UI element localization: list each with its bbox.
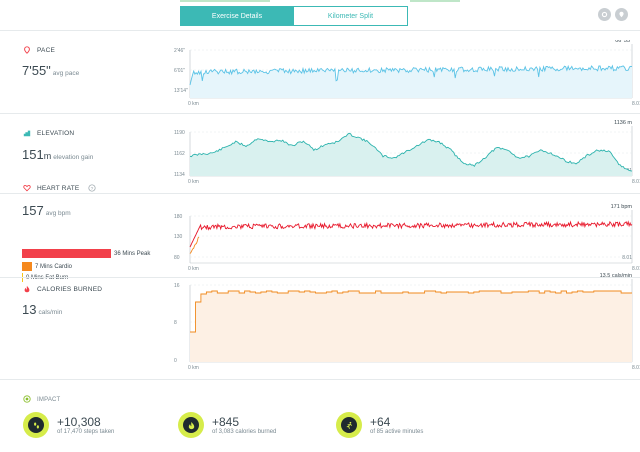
impact-steps-value: +10,308: [57, 415, 101, 429]
elevation-icon: [23, 130, 31, 137]
pace-area: [190, 65, 632, 98]
svg-text:?: ?: [91, 186, 94, 192]
x-tick-start: 0 km: [188, 179, 199, 185]
top-accent-line: [410, 0, 460, 2]
impact-active-desc: of 85 active minutes: [370, 429, 424, 435]
pace-sub: avg pace: [52, 70, 80, 77]
runner-icon: [336, 412, 362, 438]
x-tick-end: 8.01 km: [632, 266, 640, 272]
x-tick-end: 8.01 km: [632, 179, 640, 185]
view-tabs: Exercise Details Kilometer Split: [180, 6, 408, 26]
peak-label: 171 bpm: [611, 204, 633, 210]
pace-title: PACE: [37, 47, 56, 54]
tab-kilometer-split[interactable]: Kilometer Split: [294, 6, 408, 26]
x-tick-end-top: 8.01: [622, 255, 632, 261]
y-tick-label: 0: [174, 358, 177, 364]
calories-sub: cals/min: [38, 309, 63, 316]
zone-cardio-label: 7 Mins Cardio: [35, 263, 73, 270]
pace-number: 7'55": [22, 63, 51, 78]
calories-area: [190, 291, 632, 362]
y-tick-label: 16: [174, 283, 180, 289]
flame-icon: [178, 412, 204, 438]
x-tick-end: 8.01 km: [632, 101, 640, 107]
heart-icon: [23, 184, 31, 192]
impact-steps-desc: of 17,470 steps taken: [57, 429, 115, 435]
location-pin-icon: [619, 11, 624, 18]
settings-button[interactable]: [598, 8, 611, 21]
impact-active-minutes: +64 of 85 active minutes: [336, 412, 423, 438]
elevation-line: [189, 132, 633, 172]
impact-calories-desc: of 3,083 calories burned: [212, 429, 277, 435]
info-icon[interactable]: ?: [88, 184, 96, 192]
calories-value: 13 cals/min: [22, 302, 62, 317]
zone-peak-bar: [22, 249, 111, 258]
elevation-title: ELEVATION: [37, 130, 75, 137]
impact-icon: [23, 395, 31, 403]
flame-icon: [24, 285, 30, 293]
pace-value: 7'55" avg pace: [22, 63, 79, 78]
heart-rate-title: HEART RATE: [37, 185, 80, 192]
zone-cardio-bar: [22, 262, 32, 271]
impact-title: IMPACT: [37, 397, 61, 403]
elevation-unit: m: [43, 151, 52, 161]
divider: [0, 30, 640, 31]
elevation-area: [190, 133, 632, 176]
x-tick-start: 0 km: [188, 365, 199, 371]
impact-calories-value: +845: [212, 415, 240, 429]
elevation-number: 151: [22, 147, 44, 162]
pace-chart: 2'46"6'01"13'14"0 km8.018.01 km06' 55": [160, 40, 640, 112]
y-tick-label: 180: [174, 214, 183, 220]
map-button[interactable]: [615, 8, 628, 21]
zone-peak: 36 Mins Peak: [22, 249, 150, 258]
y-tick-label: 13'14": [174, 88, 188, 94]
elevation-value: 151m elevation gain: [22, 147, 93, 162]
peak-label: 13.5 cals/min: [600, 273, 632, 279]
divider: [0, 113, 640, 114]
pace-section: PACE 7'55" avg pace: [0, 30, 640, 112]
calories-title: CALORIES BURNED: [37, 286, 103, 293]
y-tick-label: 8: [174, 320, 177, 326]
x-tick-start: 0 km: [188, 266, 199, 272]
location-pin-icon: [24, 46, 30, 54]
x-tick-end: 8.01 km: [632, 365, 640, 371]
y-tick-label: 1134: [174, 172, 185, 178]
divider: [0, 193, 640, 194]
impact-calories: +845 of 3,083 calories burned: [178, 412, 276, 438]
zone-cardio: 7 Mins Cardio: [22, 262, 72, 271]
heart-rate-chart: 180 130 80 0 km 8.018.01 km 171 bpm: [160, 203, 640, 275]
peak-label: 06' 55": [615, 40, 632, 44]
impact-active-value: +64: [370, 415, 391, 429]
y-tick-label: 1162: [174, 151, 185, 157]
peak-label: 1136 m: [614, 120, 632, 126]
impact-steps: +10,308 of 17,470 steps taken: [23, 412, 114, 438]
heart-rate-warmup-line: [189, 236, 200, 254]
y-tick-label: 130: [174, 234, 183, 240]
zone-peak-label: 36 Mins Peak: [114, 250, 151, 257]
x-tick-start: 0 km: [188, 101, 199, 107]
elevation-sub: elevation gain: [53, 154, 94, 161]
heart-rate-value: 157 avg bpm: [22, 203, 71, 218]
top-accent-line: [180, 0, 270, 2]
footsteps-icon: [23, 412, 49, 438]
heart-rate-line: [189, 220, 633, 248]
y-tick-label: 80: [174, 255, 180, 261]
calories-number: 13: [22, 302, 37, 317]
calories-line: [190, 290, 632, 333]
pace-line: [189, 64, 633, 86]
y-tick-label: 6'01": [174, 68, 185, 74]
y-tick-label: 2'46": [174, 48, 185, 54]
divider: [0, 277, 640, 278]
tab-exercise-details[interactable]: Exercise Details: [180, 6, 294, 26]
heart-rate-number: 157: [22, 203, 44, 218]
heart-rate-sub: avg bpm: [45, 210, 71, 217]
divider: [0, 379, 640, 380]
gear-icon: [601, 11, 608, 18]
y-tick-label: 1190: [174, 130, 185, 136]
elevation-section: ELEVATION 151m elevation gain: [0, 113, 640, 193]
